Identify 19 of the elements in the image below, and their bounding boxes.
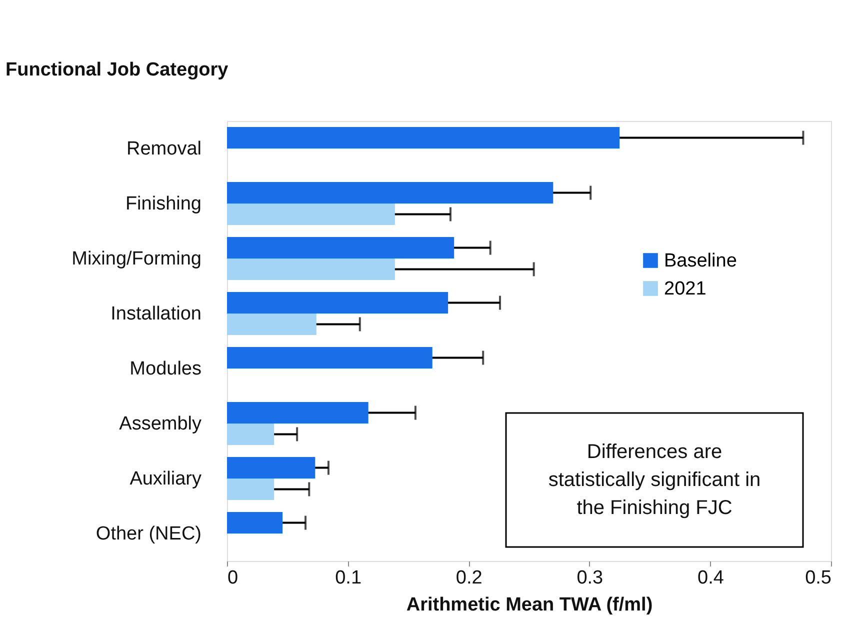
x-axis-title: Arithmetic Mean TWA (f/ml): [406, 594, 653, 616]
x-tick-label: 0.1: [335, 568, 362, 588]
y-tick-label: Installation: [110, 304, 202, 324]
x-tick-label: 0.5: [805, 568, 832, 588]
legend-label: 2021: [664, 278, 706, 300]
legend-label: Baseline: [664, 250, 737, 272]
annotation: Differences are statistically significant in the Finishing FJC: [548, 441, 761, 519]
y-tick-label: Removal: [126, 138, 202, 160]
y-tick-label: Auxiliary: [130, 468, 202, 490]
y-axis-title: Functional Job Category: [6, 60, 229, 80]
x-tick-label: 0: [228, 568, 238, 588]
y-tick-label: Mixing/Forming: [72, 248, 202, 270]
y-tick-label: Finishing: [125, 194, 202, 214]
y-tick-label: Modules: [130, 358, 202, 380]
y-tick-label: Assembly: [119, 414, 202, 434]
x-tick-label: 0.2: [456, 568, 482, 588]
x-tick-label: 0.4: [697, 568, 724, 588]
y-tick-label: Other (NEC): [96, 524, 202, 544]
x-tick-label: 0.3: [576, 568, 604, 588]
